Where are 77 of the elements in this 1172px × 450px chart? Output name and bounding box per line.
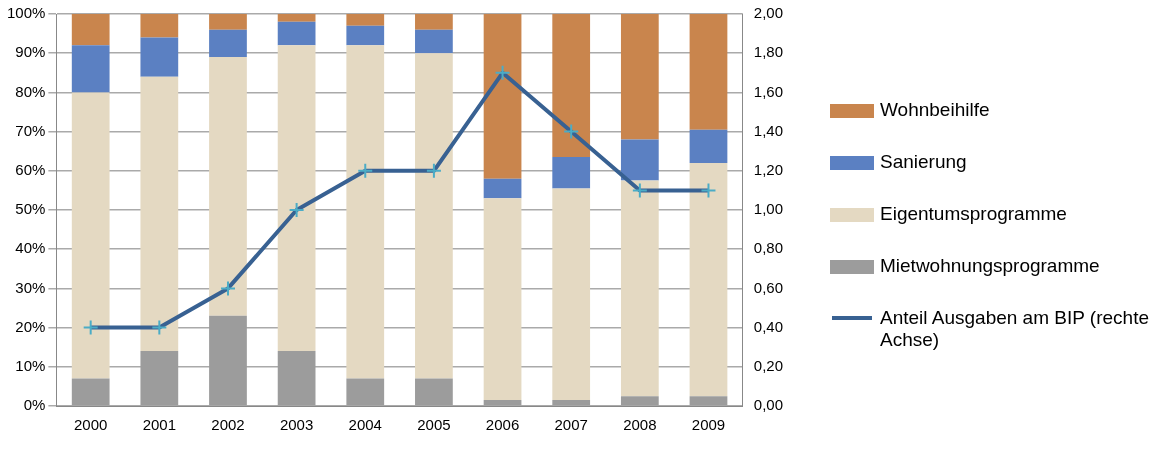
y2-tick-label: 0,20 [753, 356, 784, 374]
y-tick-label: 30% [15, 278, 46, 296]
y-tick-label: 10% [15, 356, 46, 374]
y-tick-label: 80% [15, 82, 46, 100]
bar [209, 29, 247, 58]
bar [71, 14, 110, 46]
bar [620, 14, 659, 140]
bar [71, 378, 110, 406]
bar [140, 351, 179, 406]
bar [415, 29, 453, 54]
y2-tick-label: 1,60 [753, 82, 784, 100]
x-tick-label: 2002 [211, 416, 245, 434]
x-tick-label: 2003 [279, 416, 314, 434]
x-tick-label: 2000 [74, 416, 108, 434]
bar [552, 14, 591, 158]
bar [552, 188, 591, 401]
y-tick-label: 20% [15, 317, 46, 335]
bar [620, 180, 659, 397]
x-tick-label: 2008 [623, 416, 657, 434]
y2-tick-label: 0,80 [753, 239, 784, 257]
bar [346, 14, 385, 26]
bar [140, 76, 179, 352]
bar [552, 400, 591, 406]
bar [689, 162, 728, 397]
bar [415, 378, 453, 406]
y2-tick-label: 1,40 [753, 121, 784, 139]
bar [346, 45, 385, 379]
y2-tick-label: 1,00 [753, 200, 784, 218]
bar [71, 92, 110, 379]
bar [277, 45, 316, 352]
x-tick-label: 2001 [142, 416, 177, 434]
bar [483, 400, 522, 406]
x-tick-label: 2005 [417, 416, 451, 434]
bar [552, 157, 591, 189]
bar [346, 378, 385, 406]
y-tick-label: 90% [15, 43, 46, 61]
bar [346, 25, 385, 46]
bar [689, 14, 728, 130]
bar [140, 37, 179, 77]
legend-label: Eigentumsprogramme [880, 203, 1068, 225]
y-tick-label: 40% [15, 239, 46, 257]
y2-tick-label: 2,00 [753, 4, 784, 22]
y-tick-label: 70% [15, 121, 46, 139]
bar [277, 14, 316, 22]
x-tick-label: 2009 [691, 416, 726, 434]
bar [415, 14, 453, 30]
x-tick-label: 2006 [485, 416, 520, 434]
y2-tick-label: 0,00 [753, 396, 784, 414]
legend-label: Wohnbeihilfe [880, 99, 991, 121]
bar [277, 351, 316, 406]
bar [483, 14, 522, 179]
y-tick-label: 0% [23, 396, 46, 414]
legend-label: Anteil Ausgaben am BIP (rechte Achse) [880, 307, 1150, 351]
bar [483, 198, 522, 401]
x-tick-label: 2007 [554, 416, 588, 434]
y2-tick-label: 1,20 [753, 160, 784, 178]
bar [620, 396, 659, 406]
bar [689, 396, 728, 406]
bar [483, 178, 522, 199]
bar [277, 21, 316, 46]
bar [415, 53, 453, 379]
y-tick-label: 100% [6, 4, 46, 22]
legend-label: Mietwohnungsprogramme [880, 255, 1101, 277]
bar [209, 57, 247, 316]
y2-tick-label: 1,80 [753, 43, 784, 61]
legend-label: Sanierung [880, 151, 968, 173]
bar [71, 45, 110, 93]
bar [689, 129, 728, 163]
x-tick-label: 2004 [348, 416, 382, 434]
bar [209, 14, 247, 30]
y2-tick-label: 0,40 [753, 317, 784, 335]
y-tick-label: 60% [15, 160, 46, 178]
bar [140, 14, 179, 38]
bar [620, 139, 659, 181]
bar [209, 315, 247, 406]
y2-tick-label: 0,60 [753, 278, 784, 296]
y-tick-label: 50% [15, 200, 46, 218]
